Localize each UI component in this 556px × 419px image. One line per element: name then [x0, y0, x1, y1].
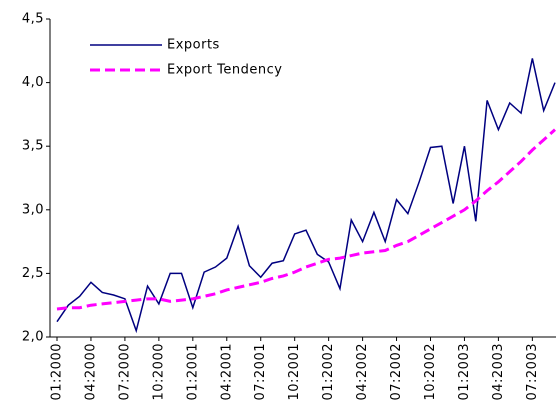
y-tick-label: 2,5 — [22, 266, 44, 281]
x-tick-label: 04:2002 — [355, 343, 370, 401]
x-tick-label: 07:2002 — [389, 343, 404, 401]
y-tick-label: 2,0 — [22, 330, 44, 345]
x-tick-label: 07:2003 — [525, 343, 540, 401]
y-tick-label: 3,0 — [22, 202, 44, 217]
x-tick-label: 04:2000 — [83, 343, 98, 401]
y-tick-label: 4,5 — [22, 12, 44, 27]
x-tick-label: 01:2000 — [50, 343, 65, 401]
series-line — [56, 128, 556, 311]
x-tick-label: 01:2003 — [457, 343, 472, 401]
x-tick-label: 10:2000 — [151, 343, 166, 401]
x-tick-label: 07:2001 — [253, 343, 268, 401]
x-tick-label: 07:2000 — [117, 343, 132, 401]
legend-label: Exports — [167, 38, 220, 53]
x-tick-label: 01:2001 — [185, 343, 200, 401]
y-tick-label: 4,0 — [22, 75, 44, 90]
x-tick-label: 01:2002 — [321, 343, 336, 401]
x-tick-label: 10:2002 — [423, 343, 438, 401]
x-tick-label: 04:2001 — [219, 343, 234, 401]
series-line — [56, 58, 556, 334]
legend-label: Export Tendency — [167, 63, 283, 78]
y-tick-label: 3,5 — [22, 139, 44, 154]
x-tick-label: 10:2001 — [287, 343, 302, 401]
x-tick-label: 04:2003 — [491, 343, 506, 401]
